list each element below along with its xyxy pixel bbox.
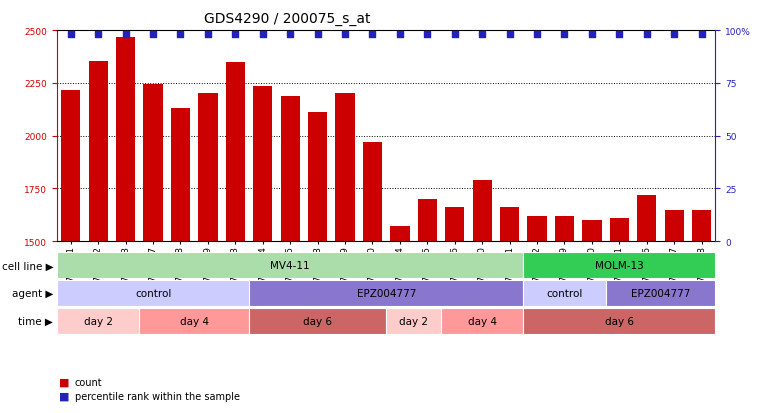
Text: day 4: day 4 (180, 316, 209, 326)
Bar (527, 216, 546, 413)
Text: control: control (135, 288, 171, 299)
Point (394, 32, 406, 38)
Bar (473, 180, 492, 413)
Text: time ▶: time ▶ (18, 316, 53, 326)
Text: control: control (546, 288, 583, 299)
Text: MOLM-13: MOLM-13 (595, 261, 644, 271)
Bar (308, 113, 327, 413)
Text: day 2: day 2 (399, 316, 428, 326)
Point (449, 32, 461, 38)
Bar (637, 195, 657, 413)
Text: cell line ▶: cell line ▶ (2, 261, 53, 271)
Bar (582, 221, 601, 413)
Bar (171, 109, 190, 413)
Bar (606, 280, 715, 306)
Point (229, 32, 241, 38)
Bar (139, 308, 249, 334)
Point (366, 32, 378, 38)
Bar (144, 85, 163, 413)
Bar (664, 210, 684, 413)
Text: GDS4290 / 200075_s_at: GDS4290 / 200075_s_at (204, 12, 371, 26)
Text: ■: ■ (59, 377, 70, 387)
Point (65, 32, 77, 38)
Text: ■: ■ (59, 391, 70, 401)
Text: EPZ004777: EPZ004777 (631, 288, 690, 299)
Bar (249, 280, 524, 306)
Bar (57, 280, 249, 306)
Point (284, 32, 296, 38)
Text: day 2: day 2 (84, 316, 113, 326)
Point (531, 32, 543, 38)
Point (613, 32, 626, 38)
Point (504, 32, 516, 38)
Point (422, 32, 434, 38)
Text: day 6: day 6 (303, 316, 332, 326)
Bar (441, 308, 524, 334)
Bar (281, 96, 300, 413)
Point (147, 32, 159, 38)
Text: EPZ004777: EPZ004777 (356, 288, 416, 299)
Point (92, 32, 104, 38)
Text: agent ▶: agent ▶ (12, 288, 53, 299)
Point (339, 32, 351, 38)
Point (668, 32, 680, 38)
Point (119, 32, 132, 38)
Bar (363, 142, 382, 413)
Point (311, 32, 323, 38)
Bar (390, 227, 409, 413)
Text: percentile rank within the sample: percentile rank within the sample (75, 391, 240, 401)
Point (202, 32, 214, 38)
Point (476, 32, 489, 38)
Bar (88, 62, 108, 413)
Bar (610, 218, 629, 413)
Bar (524, 308, 715, 334)
Text: day 6: day 6 (605, 316, 634, 326)
Bar (692, 210, 712, 413)
Text: day 4: day 4 (468, 316, 497, 326)
Bar (61, 91, 81, 413)
Bar (524, 280, 606, 306)
Text: count: count (75, 377, 102, 387)
Bar (336, 94, 355, 413)
Bar (386, 308, 441, 334)
Point (586, 32, 598, 38)
Point (696, 32, 708, 38)
Bar (57, 308, 139, 334)
Point (559, 32, 571, 38)
Point (641, 32, 653, 38)
Point (174, 32, 186, 38)
Bar (199, 94, 218, 413)
Text: MV4-11: MV4-11 (270, 261, 310, 271)
Bar (253, 87, 272, 413)
Point (256, 32, 269, 38)
Bar (116, 38, 135, 413)
Bar (500, 208, 519, 413)
Bar (226, 62, 245, 413)
Bar (57, 253, 524, 279)
Bar (555, 216, 574, 413)
Bar (445, 208, 464, 413)
Bar (249, 308, 386, 334)
Bar (418, 199, 437, 413)
Bar (524, 253, 715, 279)
